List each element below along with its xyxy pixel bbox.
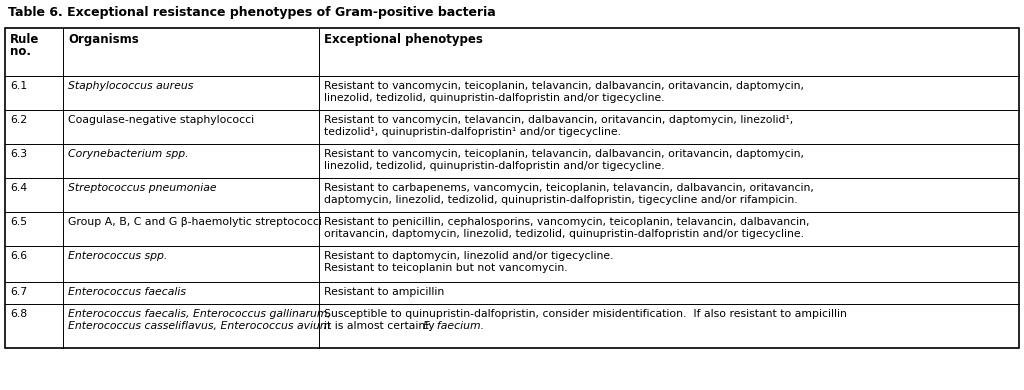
Text: Enterococcus faecalis, Enterococcus gallinarum,: Enterococcus faecalis, Enterococcus gall… xyxy=(68,309,331,319)
Text: 6.1: 6.1 xyxy=(10,81,27,91)
Text: Rule: Rule xyxy=(10,33,39,46)
Text: Resistant to vancomycin, teicoplanin, telavancin, dalbavancin, oritavancin, dapt: Resistant to vancomycin, teicoplanin, te… xyxy=(324,81,804,91)
Text: Enterococcus spp.: Enterococcus spp. xyxy=(68,251,167,261)
Text: Exceptional phenotypes: Exceptional phenotypes xyxy=(324,33,483,46)
Text: 6.6: 6.6 xyxy=(10,251,27,261)
Text: linezolid, tedizolid, quinupristin-dalfopristin and/or tigecycline.: linezolid, tedizolid, quinupristin-dalfo… xyxy=(324,161,665,171)
Text: 6.8: 6.8 xyxy=(10,309,27,319)
Text: Enterococcus casseliflavus, Enterococcus avium: Enterococcus casseliflavus, Enterococcus… xyxy=(68,321,331,331)
Text: 6.7: 6.7 xyxy=(10,287,27,297)
Text: 6.3: 6.3 xyxy=(10,149,27,159)
Text: Coagulase-negative staphylococci: Coagulase-negative staphylococci xyxy=(68,115,254,125)
Text: Corynebacterium spp.: Corynebacterium spp. xyxy=(68,149,188,159)
Text: no.: no. xyxy=(10,45,31,58)
Text: 6.5: 6.5 xyxy=(10,217,27,227)
Text: Resistant to carbapenems, vancomycin, teicoplanin, telavancin, dalbavancin, orit: Resistant to carbapenems, vancomycin, te… xyxy=(324,183,814,193)
Text: Enterococcus faecalis: Enterococcus faecalis xyxy=(68,287,186,297)
Text: Streptococcus pneumoniae: Streptococcus pneumoniae xyxy=(68,183,217,193)
Bar xyxy=(5,28,1019,348)
Text: E. faecium.: E. faecium. xyxy=(423,321,483,331)
Text: Resistant to vancomycin, telavancin, dalbavancin, oritavancin, daptomycin, linez: Resistant to vancomycin, telavancin, dal… xyxy=(324,115,794,125)
Text: Resistant to daptomycin, linezolid and/or tigecycline.: Resistant to daptomycin, linezolid and/o… xyxy=(324,251,613,261)
Text: Group A, B, C and G β-haemolytic streptococci: Group A, B, C and G β-haemolytic strepto… xyxy=(68,217,322,227)
Text: linezolid, tedizolid, quinupristin-dalfopristin and/or tigecycline.: linezolid, tedizolid, quinupristin-dalfo… xyxy=(324,93,665,103)
Text: daptomycin, linezolid, tedizolid, quinupristin-dalfopristin, tigecycline and/or : daptomycin, linezolid, tedizolid, quinup… xyxy=(324,195,798,205)
Text: Organisms: Organisms xyxy=(68,33,138,46)
Text: 6.4: 6.4 xyxy=(10,183,27,193)
Text: oritavancin, daptomycin, linezolid, tedizolid, quinupristin-dalfopristin and/or : oritavancin, daptomycin, linezolid, tedi… xyxy=(324,229,804,239)
Text: Resistant to penicillin, cephalosporins, vancomycin, teicoplanin, telavancin, da: Resistant to penicillin, cephalosporins,… xyxy=(324,217,810,227)
Text: Resistant to teicoplanin but not vancomycin.: Resistant to teicoplanin but not vancomy… xyxy=(324,263,567,273)
Text: tedizolid¹, quinupristin-dalfopristin¹ and/or tigecycline.: tedizolid¹, quinupristin-dalfopristin¹ a… xyxy=(324,127,621,137)
Text: Table 6. Exceptional resistance phenotypes of Gram-positive bacteria: Table 6. Exceptional resistance phenotyp… xyxy=(8,6,496,19)
Text: Staphylococcus aureus: Staphylococcus aureus xyxy=(68,81,194,91)
Text: Resistant to vancomycin, teicoplanin, telavancin, dalbavancin, oritavancin, dapt: Resistant to vancomycin, teicoplanin, te… xyxy=(324,149,804,159)
Text: it is almost certainly: it is almost certainly xyxy=(324,321,438,331)
Text: Resistant to ampicillin: Resistant to ampicillin xyxy=(324,287,444,297)
Text: Susceptible to quinupristin-dalfopristin, consider misidentification.  If also r: Susceptible to quinupristin-dalfopristin… xyxy=(324,309,847,319)
Text: 6.2: 6.2 xyxy=(10,115,27,125)
